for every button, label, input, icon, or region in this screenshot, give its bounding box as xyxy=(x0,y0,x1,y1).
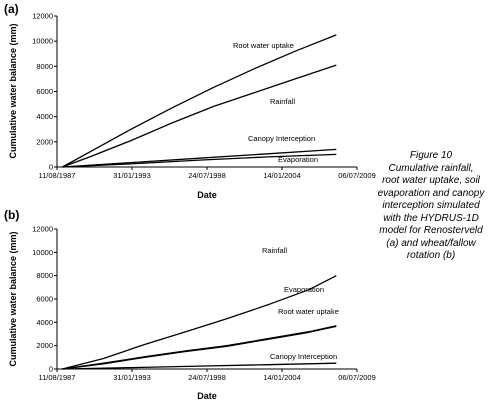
x-tick-label: 11/08/1987 xyxy=(39,373,76,382)
series-annotation: Rainfall xyxy=(262,246,287,255)
x-tick-label: 31/01/1993 xyxy=(113,171,151,180)
x-tick-label: 24/07/1998 xyxy=(188,373,226,382)
x-tick-label: 11/08/1987 xyxy=(39,171,76,180)
y-tick-label: 0 xyxy=(49,365,53,374)
y-tick-label: 2000 xyxy=(36,137,53,146)
y-tick-label: 4000 xyxy=(36,112,53,121)
series-annotation: Canopy Interception xyxy=(270,352,337,361)
y-tick-label: 12000 xyxy=(32,12,53,21)
series-line-root-water-uptake xyxy=(62,325,337,370)
caption-line-8: rotation (b) xyxy=(406,250,456,261)
x-tick-label: 06/07/2009 xyxy=(338,373,376,382)
y-axis-title: Cumulative water balance (mm) xyxy=(8,231,18,366)
series-annotation: Evaporation xyxy=(278,155,318,164)
series-annotation: Canopy Interception xyxy=(248,134,315,143)
caption-line-6: model for Renosterveld xyxy=(379,225,483,236)
caption-line-3: evaporation and canopy xyxy=(377,187,485,199)
y-tick-label: 6000 xyxy=(36,87,53,96)
series-annotation: Rainfall xyxy=(270,97,295,106)
y-tick-label: 0 xyxy=(49,163,53,172)
panel-label: (a) xyxy=(4,2,19,16)
x-axis-title: Date xyxy=(197,190,217,200)
series-line-root-water-uptake xyxy=(62,34,337,168)
y-tick-label: 8000 xyxy=(36,62,53,71)
y-tick-label: 6000 xyxy=(36,295,53,304)
x-tick-label: 14/01/2004 xyxy=(263,171,301,180)
y-tick-label: 4000 xyxy=(36,318,53,327)
y-tick-label: 10000 xyxy=(32,248,53,257)
caption-line-4: interception simulated xyxy=(382,200,480,211)
figure-caption: Figure 10 Cumulative rainfall, root wate… xyxy=(370,150,492,263)
series-line-canopy-interception xyxy=(62,362,337,370)
series-annotation: Root water uptake xyxy=(233,41,294,50)
series-annotation: Root water uptake xyxy=(278,307,339,316)
x-tick-label: 24/07/1998 xyxy=(188,171,226,180)
x-tick-label: 14/01/2004 xyxy=(263,373,301,382)
y-tick-label: 2000 xyxy=(36,341,53,350)
series-annotation: Evaporation xyxy=(284,285,324,294)
x-axis-title: Date xyxy=(197,391,217,401)
series-line-rainfall xyxy=(62,275,337,370)
series-line-canopy-interception xyxy=(62,148,337,168)
y-tick-label: 10000 xyxy=(32,37,53,46)
x-tick-label: 06/07/2009 xyxy=(338,171,376,180)
series-line-rainfall xyxy=(62,64,337,168)
series-line-evaporation xyxy=(62,325,337,370)
y-tick-label: 12000 xyxy=(32,225,53,234)
caption-line-2: root water uptake, soil xyxy=(382,175,480,186)
caption-number: Figure 10 xyxy=(409,150,453,161)
series-line-evaporation xyxy=(62,153,337,168)
caption-line-5: with the HYDRUS-1D xyxy=(383,212,479,224)
x-tick-label: 31/01/1993 xyxy=(113,373,151,382)
y-axis-title: Cumulative water balance (mm) xyxy=(8,23,18,158)
panel-label: (b) xyxy=(4,208,19,222)
y-tick-label: 8000 xyxy=(36,271,53,280)
caption-line-1: Cumulative rainfall, xyxy=(388,162,474,174)
caption-line-7: (a) and wheat/fallow xyxy=(386,237,476,249)
